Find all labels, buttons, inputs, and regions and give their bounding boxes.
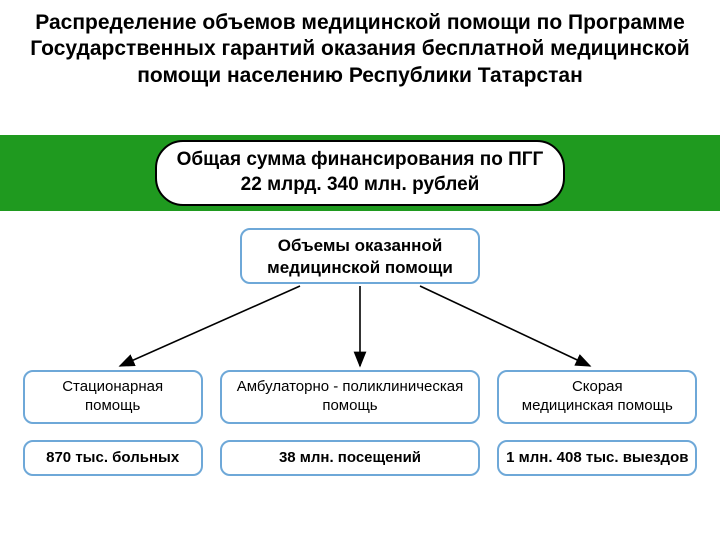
value-box-stationary: 870 тыс. больных — [23, 440, 203, 476]
volumes-line2: медицинской помощи — [250, 257, 470, 279]
value-label: 870 тыс. больных — [46, 449, 179, 468]
value-box-ambulatory: 38 млн. посещений — [220, 440, 480, 476]
value-box-emergency: 1 млн. 408 тыс. выездов — [497, 440, 697, 476]
category-label: Стационарная — [62, 378, 163, 397]
value-row: 870 тыс. больных 38 млн. посещений 1 млн… — [0, 440, 720, 476]
arrows-svg — [0, 284, 720, 374]
arrow-right — [420, 286, 590, 366]
category-box-stationary: Стационарная помощь — [23, 370, 203, 424]
category-label: Амбулаторно - поликлиническая — [237, 378, 464, 397]
category-label: помощь — [237, 397, 464, 416]
page-title: Распределение объемов медицинской помощи… — [0, 0, 720, 89]
category-label: Скорая — [522, 378, 673, 397]
value-label: 38 млн. посещений — [279, 449, 421, 468]
funding-line2: 22 млрд. 340 млн. рублей — [167, 173, 553, 198]
category-box-emergency: Скорая медицинская помощь — [497, 370, 697, 424]
funding-box: Общая сумма финансирования по ПГГ 22 млр… — [155, 140, 565, 206]
category-row: Стационарная помощь Амбулаторно - поликл… — [0, 370, 720, 424]
category-box-ambulatory: Амбулаторно - поликлиническая помощь — [220, 370, 480, 424]
funding-line1: Общая сумма финансирования по ПГГ — [167, 148, 553, 173]
value-label: 1 млн. 408 тыс. выездов — [506, 449, 688, 468]
volumes-box: Объемы оказанной медицинской помощи — [240, 228, 480, 284]
arrow-left — [120, 286, 300, 366]
category-label: помощь — [62, 397, 163, 416]
volumes-line1: Объемы оказанной — [250, 235, 470, 257]
category-label: медицинская помощь — [522, 397, 673, 416]
